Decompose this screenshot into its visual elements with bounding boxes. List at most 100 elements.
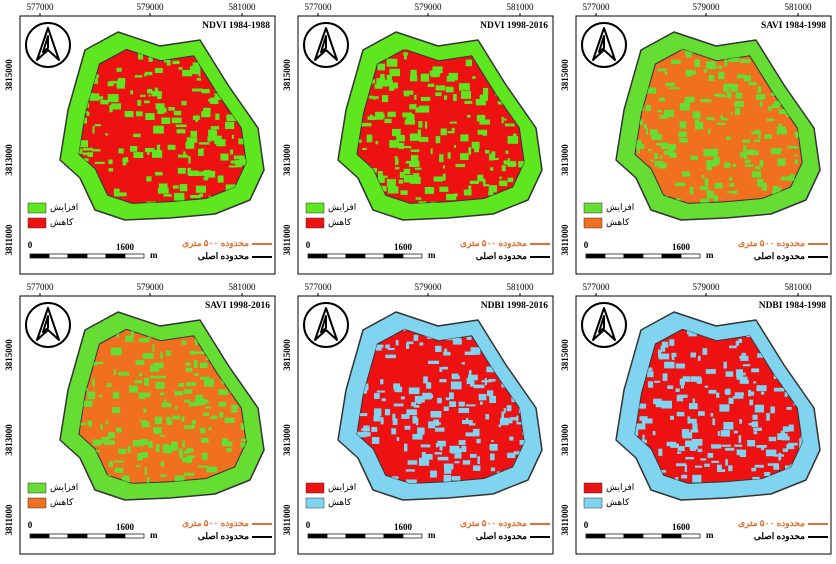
x-tick-label: 579000 xyxy=(415,2,443,12)
x-tick-label: 577000 xyxy=(305,2,333,12)
scale-bar xyxy=(643,534,662,538)
y-tick-label: 3813000 xyxy=(4,424,14,456)
y-tick-label: 3811000 xyxy=(4,224,14,256)
legend-swatch xyxy=(28,483,46,493)
y-tick-label: 3811000 xyxy=(282,224,292,256)
scale-bar xyxy=(346,254,365,258)
scale-end: 1600 xyxy=(672,522,691,532)
legend-swatch xyxy=(306,218,324,228)
scale-end: 1600 xyxy=(394,522,413,532)
y-tick-label: 3813000 xyxy=(282,424,292,456)
x-tick-label: 577000 xyxy=(27,282,55,292)
scale-bar xyxy=(49,534,68,538)
x-tick-label: 579000 xyxy=(693,282,721,292)
legend-label: کاهش xyxy=(50,217,74,228)
x-tick-label: 581000 xyxy=(785,282,813,292)
scale-bar xyxy=(327,254,346,258)
scale-bar xyxy=(125,254,144,258)
x-tick-label: 577000 xyxy=(583,282,611,292)
scale-bar xyxy=(586,534,605,538)
boundary-label: محدوده ۵۰۰ متری xyxy=(460,518,527,529)
y-tick-label: 3815000 xyxy=(560,339,570,371)
scale-bar xyxy=(106,534,125,538)
y-tick-label: 3811000 xyxy=(560,504,570,536)
x-tick-label: 581000 xyxy=(229,2,257,12)
legend-label: کاهش xyxy=(328,217,352,228)
boundary-label: محدوده ۵۰۰ متری xyxy=(460,238,527,249)
boundary-label: محدوده ۵۰۰ متری xyxy=(182,518,249,529)
panel-title: NDVI 1998-2016 xyxy=(480,21,548,31)
x-tick-label: 577000 xyxy=(305,282,333,292)
x-tick-label: 577000 xyxy=(583,2,611,12)
legend-swatch xyxy=(584,218,602,228)
legend-swatch xyxy=(584,203,602,213)
x-tick-label: 581000 xyxy=(785,2,813,12)
scale-unit: m xyxy=(150,250,158,260)
x-tick-label: 581000 xyxy=(507,282,535,292)
scale-start: 0 xyxy=(28,520,33,530)
legend-label: کاهش xyxy=(606,217,630,228)
scale-start: 0 xyxy=(28,240,33,250)
y-tick-label: 3813000 xyxy=(4,144,14,176)
x-tick-label: 581000 xyxy=(507,2,535,12)
scale-bar xyxy=(662,534,681,538)
scale-unit: m xyxy=(150,530,158,540)
scale-bar xyxy=(346,534,365,538)
scale-bar xyxy=(681,534,700,538)
scale-start: 0 xyxy=(306,520,311,530)
scale-bar xyxy=(403,254,422,258)
legend-swatch xyxy=(28,203,46,213)
legend-swatch xyxy=(584,483,602,493)
scale-bar xyxy=(308,534,327,538)
scale-bar xyxy=(308,254,327,258)
boundary-label: محدوده اصلی xyxy=(754,251,805,262)
scale-bar xyxy=(662,254,681,258)
y-tick-label: 3815000 xyxy=(4,339,14,371)
scale-start: 0 xyxy=(584,520,589,530)
legend-swatch xyxy=(306,498,324,508)
boundary-label: محدوده اصلی xyxy=(476,531,527,542)
legend-label: کاهش xyxy=(606,497,630,508)
y-tick-label: 3815000 xyxy=(282,59,292,91)
panel-title: SAVI 1998-2016 xyxy=(205,301,270,311)
legend-label: افزایش xyxy=(606,482,634,493)
legend-swatch xyxy=(306,203,324,213)
legend-swatch xyxy=(584,498,602,508)
legend-swatch xyxy=(28,498,46,508)
scale-end: 1600 xyxy=(116,242,135,252)
boundary-label: محدوده اصلی xyxy=(198,531,249,542)
scale-bar xyxy=(327,534,346,538)
scale-unit: m xyxy=(428,530,436,540)
map-panel: 577000579000581000381500038130003811000N… xyxy=(560,282,831,554)
panel-title: NDVI 1984-1988 xyxy=(202,21,270,31)
scale-bar xyxy=(68,254,87,258)
legend-label: افزایش xyxy=(606,202,634,213)
x-tick-label: 579000 xyxy=(693,2,721,12)
scale-bar xyxy=(87,534,106,538)
scale-bar xyxy=(49,254,68,258)
legend-label: کاهش xyxy=(50,497,74,508)
scale-bar xyxy=(30,254,49,258)
boundary-label: محدوده اصلی xyxy=(754,531,805,542)
legend-label: افزایش xyxy=(50,202,78,213)
boundary-label: محدوده ۵۰۰ متری xyxy=(738,518,805,529)
boundary-label: محدوده اصلی xyxy=(476,251,527,262)
scale-bar xyxy=(605,254,624,258)
scale-bar xyxy=(365,534,384,538)
scale-end: 1600 xyxy=(672,242,691,252)
scale-bar xyxy=(30,534,49,538)
y-tick-label: 3813000 xyxy=(560,144,570,176)
scale-bar xyxy=(643,254,662,258)
scale-bar xyxy=(605,534,624,538)
panel-title: SAVI 1984-1998 xyxy=(761,21,826,31)
scale-start: 0 xyxy=(306,240,311,250)
y-tick-label: 3815000 xyxy=(282,339,292,371)
y-tick-label: 3813000 xyxy=(282,144,292,176)
scale-bar xyxy=(365,254,384,258)
scale-bar xyxy=(403,534,422,538)
map-panel: 577000 579000 581000 3815000 3813000 3811000 N… xyxy=(282,2,553,274)
legend-swatch xyxy=(306,483,324,493)
legend-label: افزایش xyxy=(50,482,78,493)
